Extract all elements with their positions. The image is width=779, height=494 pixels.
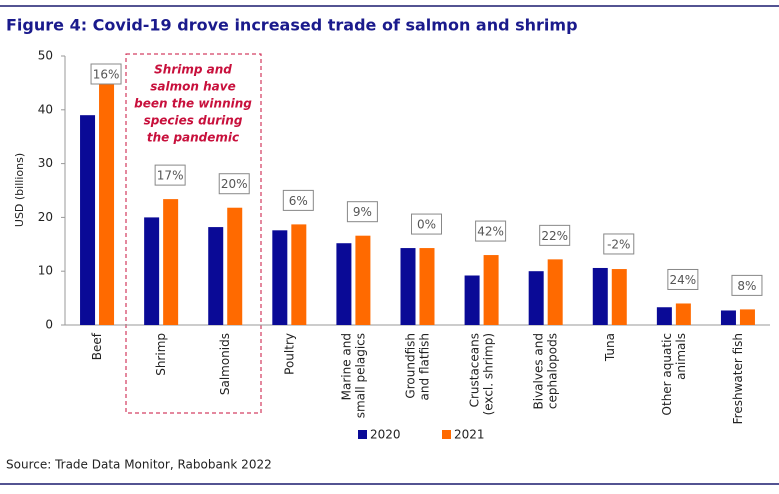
growth-box <box>90 63 122 85</box>
growth-box <box>346 201 378 223</box>
annotation: the pandemic <box>147 131 239 145</box>
bar <box>272 230 288 325</box>
y-tick-label: 40 <box>38 102 53 116</box>
growth-box <box>539 224 571 246</box>
legend-swatch <box>358 430 367 439</box>
growth-box <box>154 164 186 186</box>
x-tick-label-line: Tuna <box>602 333 616 362</box>
bar <box>208 227 224 325</box>
x-tick-label-line: Poultry <box>282 333 296 375</box>
bar <box>163 199 179 325</box>
x-tick-label: Poultry <box>282 333 296 375</box>
bar <box>464 275 480 325</box>
source: Source: Trade Data Monitor, Rabobank 202… <box>6 458 272 472</box>
x-tick-label-line: Groundfish <box>403 333 417 399</box>
bar <box>528 271 544 325</box>
annotation: Shrimp and <box>154 63 232 77</box>
bar <box>144 217 160 325</box>
x-tick-label: Marine andsmall pelagics <box>339 333 367 418</box>
x-tick-label-line: Shrimp <box>154 333 168 376</box>
legend-label: 2020 <box>370 428 401 442</box>
bar <box>739 309 755 325</box>
x-tick-label-line: small pelagics <box>353 333 367 418</box>
x-tick-label-line: Salmonids <box>218 333 232 395</box>
y-tick-label: 0 <box>45 318 53 332</box>
growth-label: 17% <box>157 169 184 183</box>
bar <box>80 115 96 326</box>
x-tick-label-line: Crustaceans <box>467 333 481 407</box>
x-tick-label-line: Freshwater fish <box>730 333 744 424</box>
growth-label: 20% <box>221 177 248 191</box>
x-tick-label-line: Marine and <box>339 333 353 400</box>
growth-box <box>411 213 442 235</box>
growth-box <box>282 189 314 211</box>
x-tick-label-line: Other aquatic <box>659 333 673 415</box>
growth-box <box>218 173 250 195</box>
bar <box>675 303 691 325</box>
growth-label: 8% <box>737 279 756 293</box>
bar <box>656 307 672 325</box>
growth-box <box>603 233 635 255</box>
bar <box>400 248 416 325</box>
growth-label: 42% <box>477 225 504 239</box>
x-tick-label-line: cephalopods <box>545 333 559 409</box>
growth-label: 16% <box>93 68 120 82</box>
y-tick-label: 10 <box>38 264 53 278</box>
bar <box>611 269 627 325</box>
x-tick-label-line: and flatfish <box>417 333 431 400</box>
x-tick-label-line: animals <box>673 333 687 380</box>
bar <box>720 310 736 325</box>
y-axis-label: USD (billions) <box>13 153 26 227</box>
bar <box>592 267 608 325</box>
bar <box>483 255 499 325</box>
x-tick-label: Groundfishand flatfish <box>403 333 431 400</box>
annotation: salmon have <box>150 80 235 94</box>
growth-box <box>475 220 507 242</box>
growth-label: 24% <box>670 273 697 287</box>
chart-title: Figure 4: Covid-19 drove increased trade… <box>6 16 578 35</box>
growth-label: 0% <box>417 218 436 232</box>
bar <box>291 224 307 325</box>
bar <box>547 259 563 325</box>
x-tick-label: Freshwater fish <box>730 333 744 424</box>
x-tick-label: Bivalves andcephalopods <box>531 333 559 409</box>
legend-label: 2021 <box>454 428 485 442</box>
growth-label: 6% <box>289 194 308 208</box>
x-tick-label: Beef <box>90 332 104 360</box>
y-tick-label: 30 <box>38 156 53 170</box>
growth-box <box>667 268 699 290</box>
bar <box>336 243 352 325</box>
x-tick-label: Crustaceans(excl. shrimp) <box>467 333 495 415</box>
x-tick-label-line: Beef <box>90 332 104 360</box>
growth-label: 9% <box>353 205 372 219</box>
x-tick-label-line: (excl. shrimp) <box>481 333 495 415</box>
y-tick-label: 20 <box>38 210 53 224</box>
growth-box <box>731 274 763 296</box>
x-tick-label: Salmonids <box>218 333 232 395</box>
x-tick-label: Other aquaticanimals <box>659 333 687 415</box>
bar <box>99 82 115 326</box>
highlight-box <box>125 53 262 414</box>
y-tick-label: 50 <box>38 49 53 63</box>
bar <box>355 235 371 325</box>
x-tick-label: Tuna <box>602 333 616 362</box>
growth-label: 22% <box>541 229 568 243</box>
bar <box>419 248 435 325</box>
x-tick-label-line: Bivalves and <box>531 333 545 409</box>
annotation: species during <box>144 114 243 128</box>
annotation: been the winning <box>134 97 252 111</box>
growth-label: -2% <box>607 237 630 251</box>
legend-swatch <box>442 430 451 439</box>
x-tick-label: Shrimp <box>154 333 168 376</box>
bar <box>227 207 243 325</box>
